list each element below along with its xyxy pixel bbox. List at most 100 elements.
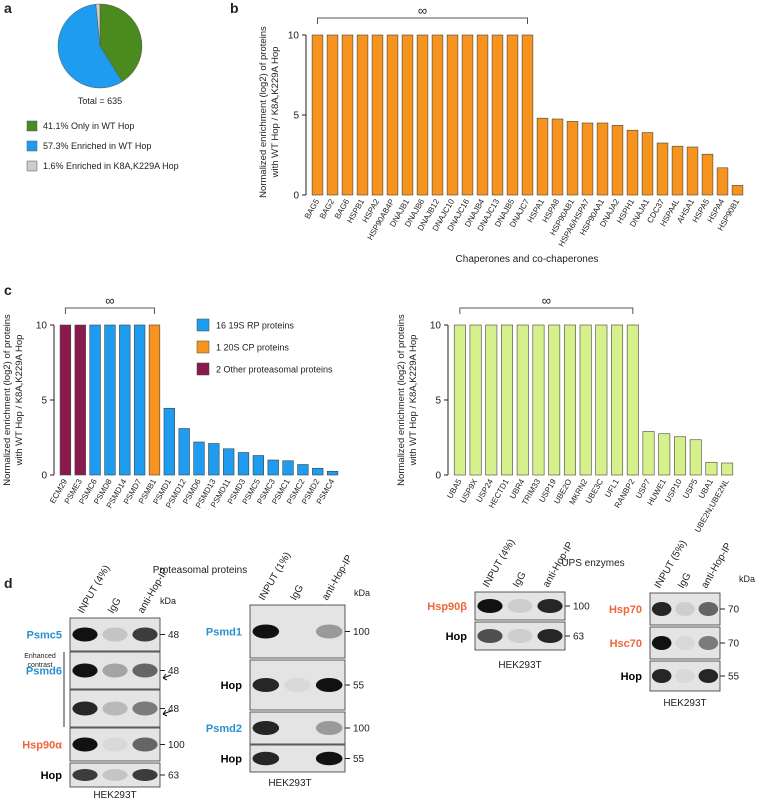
row-label: Hsc70 [610, 638, 642, 650]
bar [208, 443, 220, 476]
lane-header: INPUT (1%) [257, 550, 293, 602]
blot-band [477, 629, 503, 643]
blot-band [537, 599, 563, 613]
blot-band [315, 751, 343, 766]
row-label: Hop [41, 770, 63, 782]
bar [237, 452, 250, 476]
bar [311, 34, 324, 196]
row-label: Psmd6 [26, 666, 62, 678]
bar [701, 153, 714, 196]
legend-swatch [196, 362, 210, 376]
y-axis-title: Normalized enrichment (log2) of proteins [258, 26, 269, 198]
bar [193, 441, 205, 476]
blot-band [132, 663, 158, 678]
bar [731, 185, 744, 196]
x-axis-title: UPS enzymes [561, 558, 624, 569]
blot-band [651, 636, 672, 650]
legend-label: 1.6% Enriched in K8A,K229A Hop [43, 161, 179, 171]
blot-band [132, 769, 158, 781]
row-label: Hsp90α [22, 740, 62, 752]
blot-band [132, 737, 158, 752]
bar [551, 118, 564, 196]
blot-band [284, 678, 311, 692]
kda-label: 48 [168, 704, 180, 715]
legend-swatch [26, 120, 38, 132]
bar [461, 34, 474, 196]
bar [686, 146, 699, 196]
kda-label: 100 [573, 602, 590, 613]
bracket [317, 17, 528, 24]
bar [267, 459, 279, 476]
blot-band [537, 629, 563, 643]
bar [59, 324, 72, 476]
y-tick-label: 5 [435, 396, 441, 407]
bar [476, 34, 489, 196]
kda-label: 100 [353, 724, 370, 735]
bar [611, 324, 624, 476]
panel-label: a [4, 0, 12, 16]
legend-swatch [196, 340, 210, 354]
bar [104, 324, 116, 476]
legend-label: 16 19S RP proteins [216, 321, 294, 331]
y-tick-label: 0 [435, 471, 441, 482]
blot-band [315, 678, 343, 692]
kda-label: 70 [728, 639, 740, 650]
pie-slice [99, 3, 143, 82]
y-tick-label: 10 [288, 31, 300, 42]
row-label: Hop [221, 680, 243, 692]
bar [716, 167, 729, 196]
bar [252, 455, 265, 476]
legend-swatch [196, 318, 210, 332]
lane-header: anti-Hop-IP [699, 541, 734, 591]
blot-band [252, 721, 280, 735]
blot-band [132, 701, 158, 716]
blot-band [72, 663, 98, 678]
bar [532, 324, 545, 476]
bracket-label: ∞ [418, 3, 427, 18]
pie-slice [57, 3, 123, 89]
cell-line: HEK293T [498, 660, 541, 671]
kda-label: 48 [168, 630, 180, 641]
row-label: Hop [221, 754, 243, 766]
bar [133, 324, 146, 476]
blot-band [252, 624, 280, 639]
bar [642, 431, 655, 476]
blot-band [675, 669, 695, 683]
blot-band [72, 769, 98, 781]
kda-label: 63 [573, 632, 585, 643]
blot-band [315, 624, 343, 639]
blot-band [651, 669, 672, 683]
kda-label: 63 [168, 771, 180, 782]
row-label: Psmc5 [27, 630, 62, 642]
bar [658, 433, 671, 476]
bar [416, 34, 429, 196]
bar [506, 34, 519, 196]
lane-header: anti-Hop-IP [320, 553, 355, 603]
panel-label: d [4, 575, 13, 591]
blot-band [72, 627, 98, 642]
bar [446, 34, 459, 196]
bar [611, 125, 624, 196]
bar [721, 462, 734, 476]
bar [119, 324, 131, 476]
bar [371, 34, 384, 196]
bar [341, 34, 354, 196]
lane-header: IgG [106, 596, 124, 616]
bar [356, 34, 369, 196]
bar [581, 122, 594, 196]
blot-band [651, 602, 672, 616]
bar [312, 467, 324, 476]
cell-line: HEK293T [93, 790, 136, 801]
bar [656, 142, 669, 196]
blot-band [675, 636, 695, 650]
bar [386, 34, 399, 196]
bar [671, 145, 684, 196]
legend-swatch [26, 140, 38, 152]
legend-swatch [26, 160, 38, 172]
bar [595, 324, 608, 476]
row-label: Psmd2 [206, 723, 242, 735]
y-tick-label: 10 [36, 321, 48, 332]
x-axis-title: Chaperones and co-chaperones [456, 254, 599, 265]
